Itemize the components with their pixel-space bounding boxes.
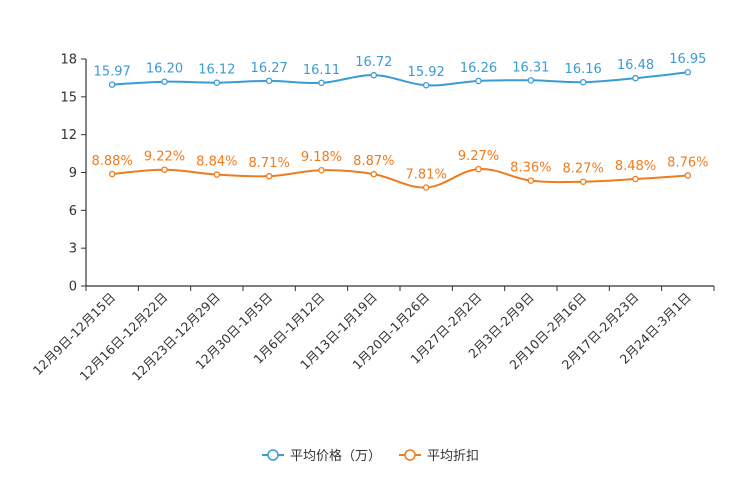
x-tick-label: 12月16日-12月22日	[76, 290, 170, 384]
series-1: 8.88% 9.22% 8.84% 8.71% 9.18% 8.87% 7.81% 9.27%…	[92, 149, 708, 191]
data-label: 8.71%	[249, 156, 290, 171]
data-label: 8.88%	[92, 154, 133, 169]
data-point[interactable]	[422, 81, 430, 89]
data-label: 16.31	[512, 60, 549, 75]
x-tick-label: 12月23日-12月29日	[129, 290, 223, 384]
data-label: 16.48	[617, 58, 654, 73]
data-label: 8.84%	[196, 155, 237, 170]
data-label: 16.27	[251, 61, 288, 76]
legend-label: 平均折扣	[427, 449, 479, 464]
data-label: 9.22%	[144, 150, 185, 165]
series-layer: 15.97 16.20 16.12 16.27 16.11 16.72 15.92 16.26…	[92, 52, 708, 191]
data-point[interactable]	[108, 170, 116, 178]
data-point[interactable]	[527, 177, 535, 184]
legend-item-1[interactable]: 平均折扣	[399, 449, 479, 464]
data-label: 16.12	[198, 63, 235, 78]
data-label: 16.20	[146, 62, 183, 77]
legend-marker-icon	[404, 449, 416, 461]
data-point[interactable]	[579, 78, 587, 86]
data-label: 9.27%	[458, 149, 499, 164]
data-label: 16.11	[303, 63, 340, 78]
y-axis: 0 3 6 9 12 15 18	[60, 53, 87, 295]
legend-label: 平均价格（万）	[290, 448, 381, 464]
legend[interactable]: 平均价格（万） 平均折扣	[262, 448, 479, 464]
data-point[interactable]	[684, 172, 692, 179]
series-0: 15.97 16.20 16.12 16.27 16.11 16.72 15.92 16.26…	[94, 52, 706, 89]
data-point[interactable]	[108, 81, 116, 88]
x-axis: 12月9日-12月15日12月16日-12月22日12月23日-12月29日12…	[30, 285, 715, 384]
y-tick-label: 0	[69, 280, 77, 295]
data-point[interactable]	[370, 170, 378, 178]
y-tick-label: 18	[60, 53, 77, 68]
data-point[interactable]	[213, 171, 221, 178]
data-label: 8.48%	[615, 159, 656, 174]
data-label: 8.36%	[510, 161, 551, 176]
y-tick-label: 3	[69, 242, 77, 257]
data-label: 16.72	[355, 55, 392, 70]
data-label: 16.16	[565, 62, 602, 77]
data-label: 9.18%	[301, 150, 342, 165]
data-label: 8.27%	[563, 162, 604, 177]
data-point[interactable]	[318, 166, 325, 174]
data-label: 15.97	[94, 65, 131, 80]
y-tick-label: 12	[60, 128, 77, 143]
data-point[interactable]	[318, 79, 325, 87]
data-point[interactable]	[632, 74, 639, 82]
data-label: 8.87%	[353, 154, 394, 169]
data-label: 15.92	[408, 65, 445, 80]
y-tick-label: 9	[69, 166, 77, 181]
data-label: 16.26	[460, 61, 497, 76]
data-point[interactable]	[370, 71, 378, 79]
data-point[interactable]	[161, 78, 168, 85]
data-label: 8.76%	[667, 156, 708, 171]
data-point[interactable]	[213, 79, 221, 86]
data-point[interactable]	[422, 184, 430, 191]
data-label: 7.81%	[406, 168, 447, 183]
series-line	[112, 71, 688, 87]
series-line	[112, 168, 688, 189]
data-point[interactable]	[684, 68, 692, 76]
data-point[interactable]	[579, 178, 587, 185]
data-point[interactable]	[527, 77, 535, 84]
data-point[interactable]	[475, 77, 482, 85]
data-point[interactable]	[161, 166, 168, 173]
legend-item-0[interactable]: 平均价格（万）	[262, 448, 381, 464]
y-tick-label: 15	[60, 90, 77, 105]
data-point[interactable]	[265, 172, 273, 180]
data-point[interactable]	[632, 175, 639, 183]
data-label: 16.95	[669, 52, 706, 67]
y-tick-label: 6	[69, 204, 77, 219]
data-point[interactable]	[475, 165, 482, 173]
data-point[interactable]	[265, 77, 273, 85]
legend-marker-icon	[267, 449, 279, 461]
